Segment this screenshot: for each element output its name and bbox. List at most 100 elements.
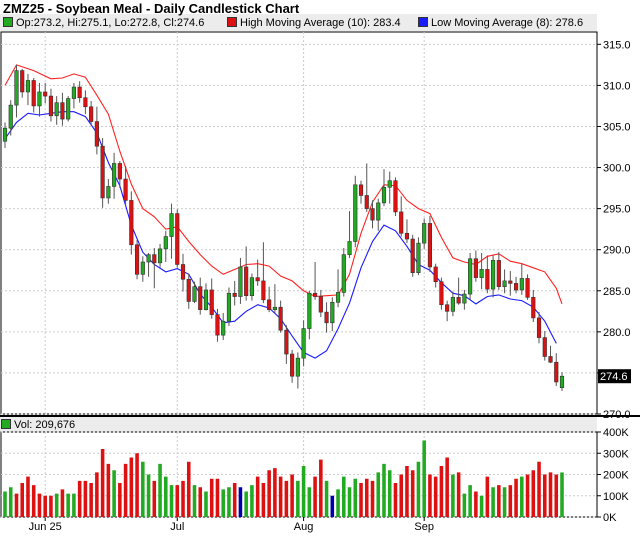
volume-bar <box>290 474 294 517</box>
volume-bar <box>491 487 495 517</box>
candle-up <box>416 242 421 274</box>
candle-down <box>399 211 404 234</box>
volume-bar <box>14 493 19 517</box>
volume-bar <box>537 461 541 517</box>
volume-bar <box>273 468 277 517</box>
volume-bar <box>364 478 369 517</box>
candle-up <box>559 375 565 389</box>
candle-down <box>496 260 501 287</box>
volume-bar <box>106 463 111 517</box>
candle-up <box>163 236 168 250</box>
candle-up <box>479 269 484 278</box>
volume-bar <box>158 463 162 517</box>
candle-down <box>255 277 260 282</box>
candle-up <box>462 293 467 304</box>
candle-up <box>381 186 387 204</box>
volume-bar <box>60 489 65 517</box>
candle-down <box>209 289 214 315</box>
volume-bar <box>439 466 444 517</box>
high-ma-legend: High Moving Average (10): 283.4 <box>227 17 401 29</box>
candle-up <box>519 278 524 291</box>
candle-up <box>71 86 76 99</box>
volume-bar <box>72 493 76 517</box>
volume-bar <box>198 487 203 517</box>
volume-bar <box>100 449 105 517</box>
candle-up <box>14 70 19 106</box>
candle-down <box>473 258 478 278</box>
candle-down <box>89 106 94 122</box>
volume-bar <box>330 495 335 517</box>
volume-bar <box>31 485 36 517</box>
candle-down <box>186 278 191 302</box>
volume-bar <box>474 491 478 517</box>
candle-down <box>215 314 220 336</box>
last-price-label: 274.6 <box>600 371 628 383</box>
candle-up <box>157 248 163 264</box>
volume-tick-label: 200K <box>603 470 629 482</box>
volume-bar <box>83 480 88 517</box>
candle-down <box>278 306 283 331</box>
volume-bar <box>301 466 306 517</box>
volume-bar <box>525 474 530 517</box>
candle-down <box>83 97 88 108</box>
volume-bar <box>135 453 139 517</box>
candle-down <box>152 254 157 264</box>
volume-tick-label: 0K <box>603 512 617 524</box>
volume-bar <box>508 485 513 517</box>
volume-bar <box>445 457 449 517</box>
volume-bar <box>382 463 386 517</box>
volume-bar <box>514 478 518 517</box>
candle-up <box>25 80 31 93</box>
price-tick-label: 300.0 <box>603 163 631 175</box>
volume-bar <box>3 491 7 517</box>
volume-bar <box>313 476 317 517</box>
volume-bar <box>95 472 99 517</box>
candle-down <box>525 278 530 298</box>
candle-up <box>335 292 341 303</box>
candle-down <box>508 280 513 284</box>
volume-bar <box>502 487 507 517</box>
volume-bar <box>175 485 180 517</box>
candle-down <box>358 184 364 196</box>
candle-up <box>192 286 197 302</box>
candle-up <box>226 292 232 322</box>
volume-bar <box>49 495 53 517</box>
volume-bar <box>548 472 553 517</box>
date-tick-label: Jun 25 <box>29 521 62 533</box>
candle-up <box>66 98 71 120</box>
volume-bar <box>146 474 151 517</box>
candle-down <box>129 200 134 246</box>
volume-swatch <box>1 419 11 429</box>
volume-bar <box>387 470 392 517</box>
candle-down <box>456 297 461 304</box>
candle-down <box>232 292 237 297</box>
volume-bar <box>20 483 25 517</box>
volume-bar <box>244 491 248 517</box>
candle-up <box>8 104 13 129</box>
volume-bar <box>347 487 352 517</box>
volume-bar <box>428 474 432 517</box>
volume-legend-band <box>0 417 597 432</box>
candle-down <box>94 121 99 147</box>
volume-bar <box>462 493 467 517</box>
volume-bar <box>416 461 421 517</box>
ohlc-readout: Op:273.2, Hi:275.1, Lo:272.8, Cl:274.6 <box>3 17 204 29</box>
volume-bar <box>77 480 82 517</box>
price-tick-label: 285.0 <box>603 286 631 298</box>
volume-bar <box>497 485 501 517</box>
candle-down <box>370 208 375 221</box>
volume-bar <box>319 459 323 517</box>
volume-bar <box>192 485 197 517</box>
candle-up <box>422 223 427 244</box>
volume-bar <box>66 493 70 517</box>
volume-bar <box>112 470 116 517</box>
volume-tick-label: 300K <box>603 448 629 460</box>
price-tick-label: 310.0 <box>603 80 631 92</box>
price-tick-label: 280.0 <box>603 327 631 339</box>
volume-bar <box>307 487 312 517</box>
volume-bar <box>221 489 225 517</box>
volume-tick-label: 400K <box>603 427 629 439</box>
volume-bar <box>405 466 409 517</box>
volume-bar <box>255 476 260 517</box>
candle-up <box>341 254 346 293</box>
